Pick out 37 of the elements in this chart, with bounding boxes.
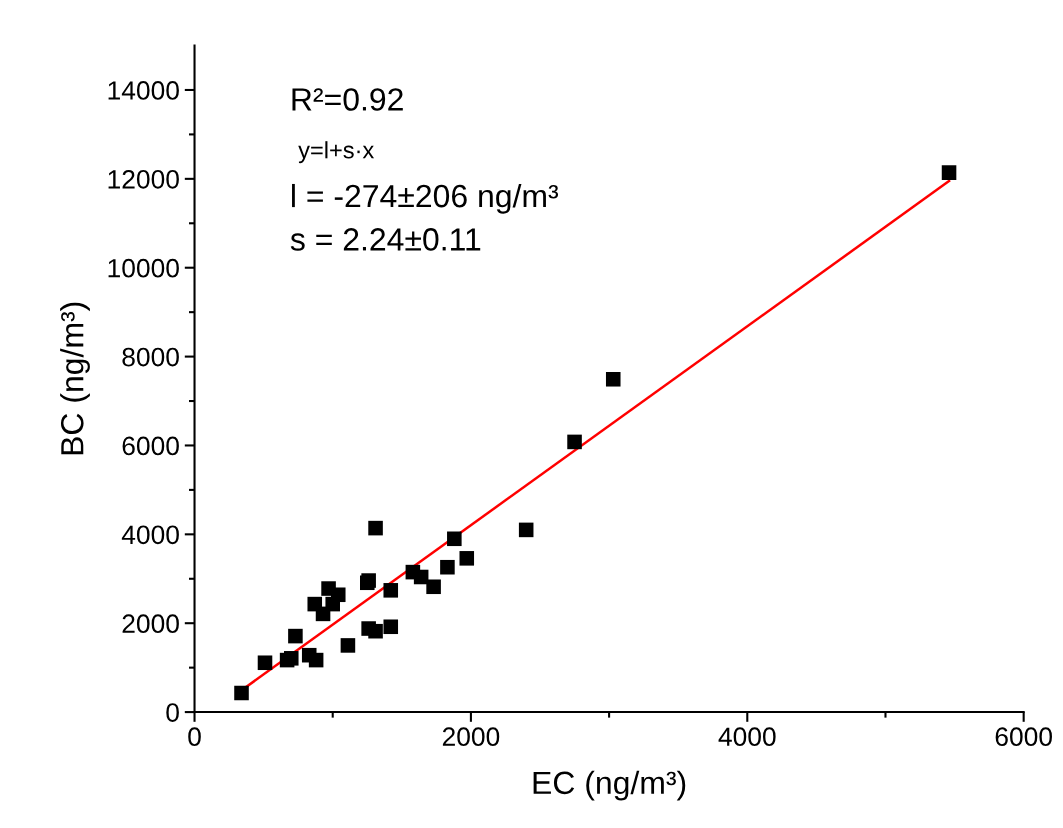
y-tick-label: 4000: [121, 525, 179, 545]
y-tick-label: 10000: [108, 258, 179, 278]
point: [283, 651, 299, 666]
point: [288, 628, 303, 644]
annotation: y=l+s·x: [298, 141, 375, 164]
point: [567, 434, 582, 450]
y-tick-label: 6000: [122, 436, 179, 456]
y-tick-label: 2000: [122, 614, 179, 634]
point: [447, 531, 462, 547]
x-tick-label: 6000: [995, 727, 1052, 747]
x-tick-label: 4000: [718, 727, 776, 747]
x-tick-label: 0: [188, 727, 201, 747]
point: [383, 583, 399, 598]
y-tick-label: 12000: [108, 169, 179, 189]
x-tick-label: 2000: [442, 727, 500, 747]
point: [330, 587, 346, 603]
y-tick-label: 8000: [122, 347, 179, 367]
point: [340, 638, 356, 653]
point: [368, 520, 383, 536]
point: [941, 165, 957, 180]
annotation: l = -274±206 ng/m³: [292, 183, 559, 214]
point: [459, 551, 475, 566]
annotation: R²=0.92: [292, 88, 403, 111]
point: [426, 579, 441, 595]
y-tick-label: 0: [166, 703, 179, 722]
y-axis-title: BC (ng/m³): [60, 302, 90, 455]
annotation: s = 2.24±0.11: [290, 228, 481, 251]
point: [257, 655, 273, 671]
point: [308, 652, 324, 668]
point: [383, 619, 399, 635]
point: [234, 685, 249, 701]
x-axis-title: EC (ng/m³): [533, 770, 686, 801]
point: [518, 522, 534, 538]
point: [368, 623, 383, 639]
point: [605, 371, 621, 387]
point: [440, 559, 455, 575]
y-tick-label: 14000: [108, 81, 179, 100]
